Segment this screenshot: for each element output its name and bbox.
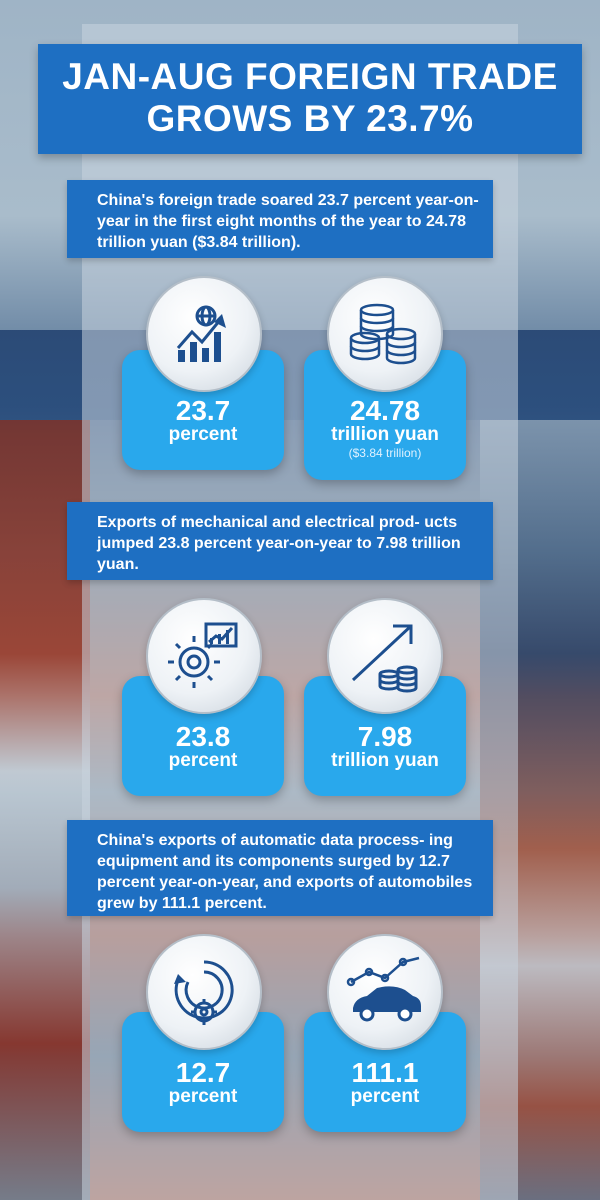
stat-value: 23.7	[175, 395, 231, 426]
stat-value: 111.1	[351, 1057, 419, 1088]
stat-unit: percent	[168, 750, 238, 771]
rising-arrow-coins-icon	[327, 598, 443, 714]
gear-chart-icon	[146, 598, 262, 714]
section-1-text: China's foreign trade soared 23.7 percen…	[97, 192, 479, 251]
stat-card-2: 24.78 trillion yuan ($3.84 trillion)	[304, 350, 466, 480]
page-title: JAN-AUG FOREIGN TRADE GROWS BY 23.7%	[38, 56, 582, 140]
section-2-text: Exports of mechanical and electrical pro…	[97, 514, 461, 573]
stat-unit: trillion yuan	[331, 750, 439, 771]
stat-value: 12.7	[175, 1057, 231, 1088]
title-banner: JAN-AUG FOREIGN TRADE GROWS BY 23.7%	[38, 44, 582, 154]
stat-unit: percent	[350, 1086, 420, 1107]
stat-value: 24.78	[349, 395, 421, 426]
stat-unit: percent	[168, 1086, 238, 1107]
car-trend-icon	[327, 934, 443, 1050]
stat-unit: percent	[168, 424, 238, 445]
stat-unit: trillion yuan	[331, 424, 439, 445]
section-2-text-strip: Exports of mechanical and electrical pro…	[67, 502, 493, 580]
data-processing-gear-icon	[146, 934, 262, 1050]
stat-value: 7.98	[357, 721, 413, 752]
coin-stacks-icon	[327, 276, 443, 392]
stat-subvalue: ($3.84 trillion)	[348, 446, 422, 460]
section-1-text-strip: China's foreign trade soared 23.7 percen…	[67, 180, 493, 258]
section-3-text-strip: China's exports of automatic data proces…	[67, 820, 493, 916]
stat-value: 23.8	[175, 721, 231, 752]
section-3-text: China's exports of automatic data proces…	[97, 832, 473, 912]
title-line-2: GROWS BY 23.7%	[146, 98, 474, 139]
title-line-1: JAN-AUG FOREIGN TRADE	[62, 56, 558, 97]
growth-chart-globe-icon	[146, 276, 262, 392]
